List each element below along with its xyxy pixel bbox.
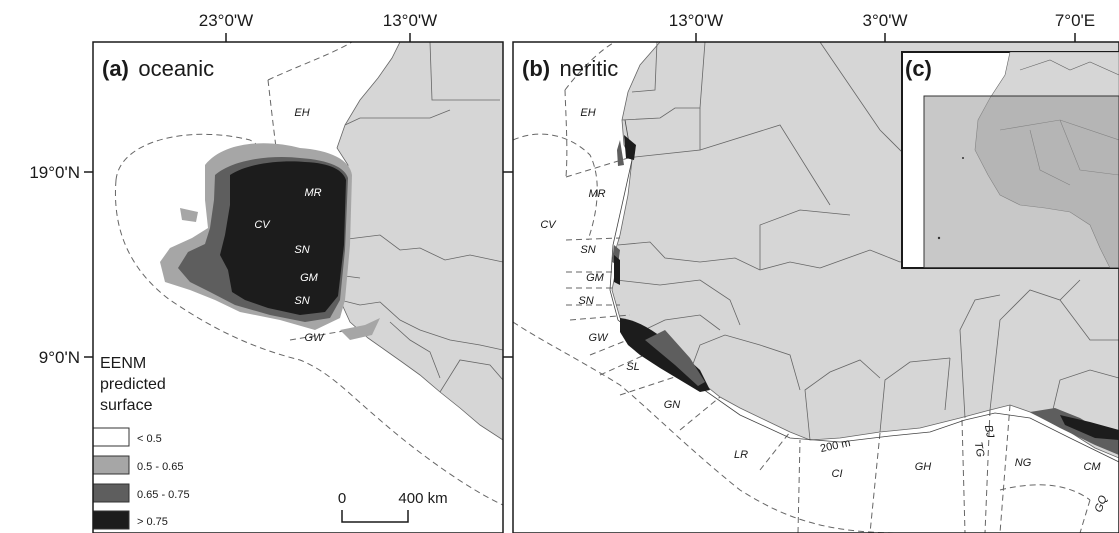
- zone-label-bj-b: BJ: [982, 424, 996, 439]
- panel-b-frame: [512, 41, 1119, 533]
- legend-title-2: predicted: [100, 376, 166, 393]
- panel-b-zone-labels: EH MR CV SN GM SN GW SL GN LR CI GH TG B…: [540, 107, 1110, 514]
- zone-label-sn1-a: SN: [294, 244, 309, 256]
- zone-label-cv-b: CV: [540, 219, 557, 231]
- panel-c-letter: (c): [905, 56, 932, 81]
- legend-swatch-1: [93, 427, 130, 447]
- zone-label-gm-b: GM: [586, 272, 605, 284]
- zone-label-sl-b: SL: [626, 361, 639, 373]
- legend-swatch-2: [93, 455, 130, 475]
- panel-a-name: oceanic: [138, 56, 214, 81]
- panel-a-letter: (a): [102, 56, 129, 81]
- legend-label-2: 0.5 - 0.65: [137, 461, 183, 473]
- zone-label-gw-a: GW: [305, 332, 326, 344]
- legend-label-1: < 0.5: [137, 433, 162, 445]
- axis-labels: 23°0'W 13°0'W 13°0'W 3°0'W 7°0'E 19°0'N …: [29, 11, 1095, 367]
- inset-study-area: [923, 95, 1119, 268]
- scalebar-start: 0: [338, 490, 346, 507]
- zone-label-eh-a: EH: [294, 107, 309, 119]
- panel-b-name: neritic: [560, 56, 619, 81]
- lon-label-13w-b: 13°0'W: [669, 11, 723, 30]
- legend-label-4: > 0.75: [137, 516, 168, 528]
- zone-label-gn-b: GN: [664, 399, 681, 411]
- lat-label-9n: 9°0'N: [39, 348, 80, 367]
- legend-title-1: EENM: [100, 355, 146, 372]
- scalebar: 0 400 km: [338, 490, 448, 523]
- lon-label-23w-a: 23°0'W: [199, 11, 253, 30]
- panel-a-title: (a) oceanic: [102, 56, 214, 81]
- lon-label-13w-a: 13°0'W: [383, 11, 437, 30]
- panel-b-title: (b) neritic: [522, 56, 618, 81]
- lat-label-19n: 19°0'N: [29, 163, 80, 182]
- legend-title-3: surface: [100, 397, 153, 414]
- legend-label-3: 0.65 - 0.75: [137, 489, 190, 501]
- lon-label-7e-b: 7°0'E: [1055, 11, 1095, 30]
- zone-label-gw-b: GW: [589, 332, 610, 344]
- panel-a-frame: [92, 41, 504, 533]
- zone-label-mr-b: MR: [588, 188, 605, 200]
- panel-b-prediction: [612, 135, 1119, 455]
- scalebar-end: 400 km: [398, 490, 447, 507]
- zone-label-gq-b: GQ: [1093, 493, 1110, 514]
- zone-label-sn2-a: SN: [294, 295, 309, 307]
- panel-a-prediction: [160, 143, 380, 340]
- panel-b-letter: (b): [522, 56, 550, 81]
- zone-label-tg-b: TG: [972, 441, 987, 459]
- zone-label-eh-b: EH: [580, 107, 595, 119]
- panel-a-map: EH MR CV SN GM SN GW EENM predicted surf…: [93, 42, 503, 533]
- panel-c-inset: (c): [901, 51, 1119, 269]
- zone-label-ci-b: CI: [832, 468, 843, 480]
- legend-swatch-3: [93, 483, 130, 503]
- graticule-ticks: [84, 33, 1076, 358]
- zone-label-lr-b: LR: [734, 449, 748, 461]
- zone-label-gm-a: GM: [300, 272, 319, 284]
- zone-label-ng-b: NG: [1015, 457, 1032, 469]
- panel-a-zone-labels: EH MR CV SN GM SN GW: [254, 107, 325, 344]
- zone-label-gh-b: GH: [915, 461, 932, 473]
- legend: EENM predicted surface < 0.5 0.5 - 0.65 …: [93, 355, 190, 530]
- zone-label-cv-a: CV: [254, 219, 271, 231]
- zone-label-mr-a: MR: [304, 187, 321, 199]
- zone-label-sn2-b: SN: [578, 295, 593, 307]
- zone-label-cm-b: CM: [1083, 461, 1101, 473]
- zone-label-sn1-b: SN: [580, 244, 595, 256]
- lon-label-3w-b: 3°0'W: [863, 11, 908, 30]
- legend-swatch-4: [93, 510, 130, 530]
- panel-a-land: [332, 42, 503, 441]
